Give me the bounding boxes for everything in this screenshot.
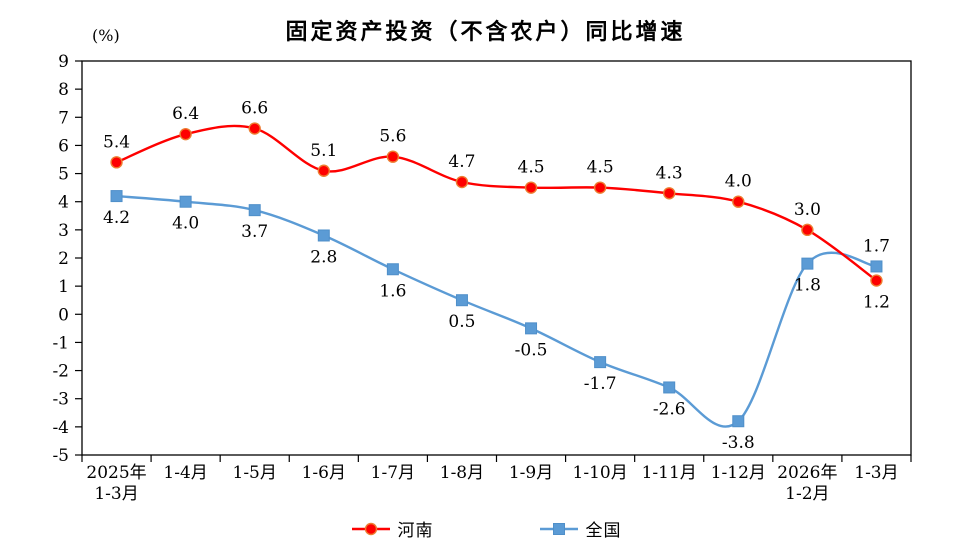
data-label-henan: 4.5 — [518, 158, 545, 178]
x-axis: 2025年 1-3月 1-4月 1-5月 1-6月 1-7月 1-8月 1-9月 1-10月 1-… — [81, 455, 912, 504]
marker-circle-henan — [732, 195, 745, 208]
data-label-henan: 5.6 — [379, 127, 406, 147]
series-henan: 5.4 6.4 6.6 5.1 5.6 4.7 4.5 4.5 4.3 4.0 3.0 1.2 — [103, 99, 890, 313]
x-axis-category-label: 1-8月 — [440, 463, 484, 483]
data-label-national: 1.7 — [863, 236, 890, 256]
data-label-henan: 4.5 — [587, 158, 614, 178]
y-axis-tick-label: 5 — [58, 165, 69, 185]
y-axis-tick-label: 6 — [58, 136, 69, 156]
marker-square-national — [179, 195, 192, 208]
data-label-henan: 5.4 — [103, 132, 130, 152]
marker-circle-henan — [801, 223, 814, 237]
marker-circle-henan — [870, 274, 883, 287]
y-axis-tick-label: 8 — [58, 80, 69, 100]
y-axis-tick-label: -4 — [52, 418, 69, 438]
marker-circle-henan — [317, 164, 330, 177]
marker-square-national — [870, 260, 883, 273]
plot-border — [81, 60, 912, 456]
legend-item-henan: 河南 — [350, 516, 434, 541]
data-label-national: 3.7 — [241, 222, 268, 242]
data-label-henan: 1.2 — [863, 293, 890, 313]
data-label-national: -0.5 — [515, 340, 548, 360]
series-national: 4.2 4.0 3.7 2.8 1.6 0.5 -0.5 -1.7 -2.6 -3.8 1.8 1.7 — [103, 190, 890, 453]
marker-circle-henan — [386, 150, 400, 163]
data-label-national: 4.2 — [103, 208, 130, 228]
series-line-national — [115, 194, 878, 428]
x-axis-category-label: 1-12月 — [711, 463, 766, 483]
x-axis-category-label: 1-10月 — [573, 463, 628, 483]
y-axis-tick-label: 9 — [58, 52, 69, 72]
marker-square-national — [801, 257, 814, 270]
data-label-henan: 5.1 — [310, 141, 337, 161]
y-axis-unit-label: (%) — [92, 26, 120, 45]
legend-item-national: 全国 — [538, 516, 622, 541]
marker-square-national — [386, 263, 399, 276]
marker-square-national — [663, 381, 676, 394]
y-axis-tick-label: 0 — [58, 305, 69, 325]
x-axis-category-label: 1-6月 — [302, 463, 346, 483]
marker-circle-henan — [663, 187, 676, 200]
x-axis-category-label: 1-5月 — [233, 463, 277, 483]
y-axis-tick-label: 7 — [58, 108, 69, 128]
x-axis-category-label: 1-7月 — [371, 463, 415, 483]
marker-circle-henan — [248, 122, 261, 135]
marker-square-national — [594, 356, 607, 369]
plot-area: -5 -4 -3 -2 -1 0 1 2 3 4 5 6 7 8 9 2025年 1-3月 1-4月 1-5月 1-6… — [52, 52, 912, 504]
data-label-henan: 4.0 — [725, 172, 752, 192]
marker-square-national — [455, 294, 468, 307]
chart-title: 固定资产投资（不含农户）同比增速 — [285, 19, 686, 45]
y-axis-tick-label: 4 — [58, 193, 69, 213]
data-label-henan: 4.3 — [656, 163, 683, 183]
y-axis-tick-label: 3 — [58, 221, 69, 241]
series-line-henan — [115, 124, 878, 282]
legend-label-henan: 河南 — [397, 521, 434, 541]
data-label-national: 0.5 — [448, 312, 475, 332]
data-label-national: -3.8 — [722, 433, 755, 453]
data-label-national: -2.6 — [653, 399, 686, 419]
legend-label-national: 全国 — [585, 521, 622, 541]
y-axis-tick-label: 1 — [58, 277, 69, 297]
data-label-national: 2.8 — [310, 247, 337, 267]
legend-circle-marker-icon — [351, 522, 390, 535]
marker-circle-henan — [524, 181, 538, 194]
x-axis-category-label: 2026年 1-2月 — [777, 463, 837, 504]
data-label-national: 4.0 — [172, 214, 199, 234]
marker-square-national — [248, 204, 261, 217]
x-axis-category-label: 1-11月 — [642, 463, 697, 483]
y-axis-tick-label: -5 — [52, 446, 69, 466]
marker-circle-henan — [110, 156, 123, 169]
data-label-henan: 6.4 — [172, 104, 199, 124]
x-axis-category-label: 2025年 1-3月 — [86, 463, 146, 504]
legend: 河南 全国 — [0, 516, 971, 541]
data-label-national: -1.7 — [584, 374, 617, 394]
x-axis-category-label: 1-9月 — [509, 463, 553, 483]
y-axis-tick-label: 2 — [58, 249, 69, 269]
data-label-national: 1.8 — [794, 276, 821, 296]
marker-square-national — [732, 415, 745, 428]
y-axis-tick-label: -3 — [52, 390, 69, 410]
legend-square-marker-icon — [539, 522, 578, 535]
y-axis-tick-label: -2 — [52, 362, 69, 382]
marker-circle-henan — [455, 175, 469, 189]
x-axis-category-label: 1-3月 — [854, 463, 898, 483]
data-label-national: 1.6 — [379, 281, 406, 301]
marker-square-national — [525, 322, 538, 335]
legend-marker-henan — [364, 522, 377, 535]
data-label-henan: 4.7 — [448, 152, 475, 172]
marker-circle-henan — [593, 181, 607, 194]
x-axis-category-label: 1-4月 — [163, 463, 207, 483]
marker-square-national — [317, 229, 330, 242]
data-label-henan: 6.6 — [241, 99, 268, 119]
legend-marker-national — [552, 522, 565, 535]
data-label-henan: 3.0 — [794, 200, 821, 220]
marker-circle-henan — [179, 127, 192, 141]
y-axis: -5 -4 -3 -2 -1 0 1 2 3 4 5 6 7 8 9 — [52, 52, 82, 466]
marker-square-national — [110, 190, 123, 203]
y-axis-tick-label: -1 — [52, 333, 69, 353]
